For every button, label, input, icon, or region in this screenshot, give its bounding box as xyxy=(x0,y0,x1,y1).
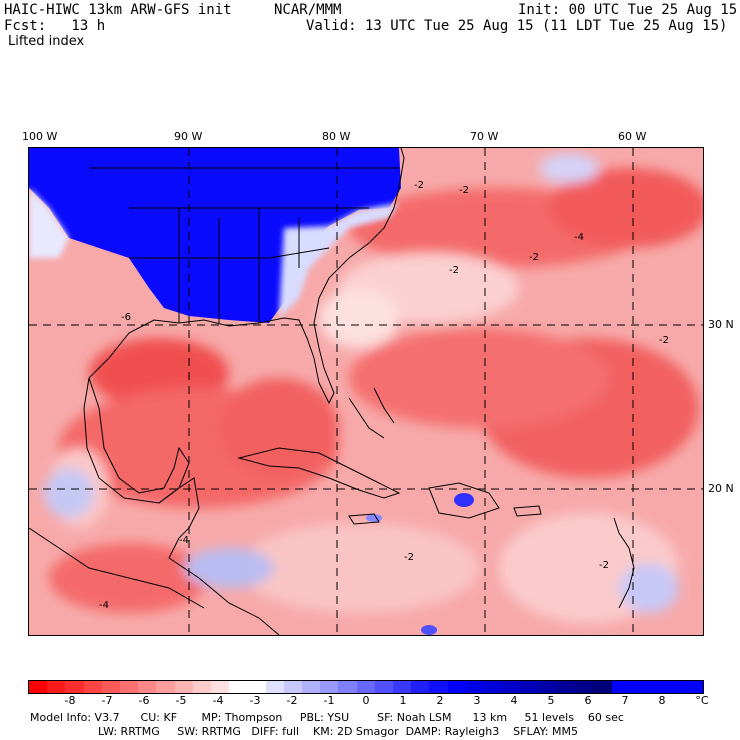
contour-label: -2 xyxy=(414,180,424,191)
colorbar-cell xyxy=(447,681,466,693)
lon-label-80w: 80 W xyxy=(322,130,351,143)
colorbar-label: 1 xyxy=(399,694,407,707)
colorbar-label: 3 xyxy=(473,694,481,707)
colorbar-label: -7 xyxy=(101,694,113,707)
colorbar-cell xyxy=(666,681,685,693)
colorbar-label: -8 xyxy=(64,694,76,707)
colorbar-cell xyxy=(283,681,303,693)
lat-label-20n: 20 N xyxy=(708,482,734,495)
contour-label: -2 xyxy=(529,252,539,263)
contour-label: -6 xyxy=(121,312,131,323)
colorbar-cell xyxy=(211,681,230,693)
colorbar-label: 6 xyxy=(584,694,592,707)
colorbar-cell xyxy=(265,681,284,693)
colorbar-cell xyxy=(556,681,576,693)
colorbar-label: 5 xyxy=(547,694,555,707)
colorbar-label: -6 xyxy=(138,694,150,707)
colorbar-label: -2 xyxy=(286,694,298,707)
colorbar-cell xyxy=(29,681,48,693)
colorbar-label: -4 xyxy=(212,694,224,707)
colorbar-cell xyxy=(138,681,157,693)
colorbar-unit: °C xyxy=(695,694,709,707)
colorbar-label: 4 xyxy=(510,694,518,707)
colorbar-cell xyxy=(156,681,175,693)
contour-label: -2 xyxy=(659,335,669,346)
colorbar-cell xyxy=(247,681,266,693)
colorbar-cell xyxy=(101,681,121,693)
lon-label-90w: 90 W xyxy=(174,130,203,143)
colorbar-cell xyxy=(593,681,612,693)
lon-label-100w: 100 W xyxy=(22,130,58,143)
colorbar-label: -1 xyxy=(323,694,335,707)
colorbar-cell xyxy=(47,681,66,693)
valid-time: Valid: 13 UTC Tue 25 Aug 15 (11 LDT Tue … xyxy=(306,18,728,34)
colorbar-label: -5 xyxy=(175,694,187,707)
model-info-line2: LW: RRTMG SW: RRTMG DIFF: full KM: 2D Sm… xyxy=(98,725,578,738)
contour-label: -2 xyxy=(459,185,469,196)
colorbar-cell xyxy=(484,681,503,693)
colorbar-cell xyxy=(65,681,84,693)
lon-label-70w: 70 W xyxy=(470,130,499,143)
lon-label-60w: 60 W xyxy=(618,130,647,143)
colorbar-cell xyxy=(629,681,648,693)
colorbar-label: -3 xyxy=(249,694,261,707)
contour-label: -2 xyxy=(449,265,459,276)
contour-label: -2 xyxy=(599,560,609,571)
colorbar-cell xyxy=(393,681,412,693)
colorbar-cell xyxy=(356,681,375,693)
colorbar-cell xyxy=(320,681,339,693)
contour-label: -4 xyxy=(179,535,189,546)
contour-label: -4 xyxy=(99,600,109,611)
colorbar-cell xyxy=(192,681,212,693)
lat-label-30n: 30 N xyxy=(708,318,734,331)
colorbar-cell xyxy=(502,681,521,693)
model-info-line1: Model Info: V3.7 CU: KF MP: Thompson PBL… xyxy=(30,711,624,724)
forecast-hour: Fcst: 13 h xyxy=(4,18,106,34)
colorbar-cell xyxy=(611,681,630,693)
colorbar xyxy=(28,680,704,694)
init-time: Init: 00 UTC Tue 25 Aug 15 xyxy=(518,2,738,18)
model-title: HAIC-HIWC 13km ARW-GFS init xyxy=(4,2,232,18)
colorbar-cell xyxy=(302,681,321,693)
colorbar-label: 8 xyxy=(658,694,666,707)
colorbar-cell xyxy=(465,681,485,693)
lifted-index-map: -2 -4 -6 -2 -2 -4 -2 -2 -2 -4 -2 xyxy=(28,147,704,636)
colorbar-cell xyxy=(429,681,448,693)
colorbar-label: 7 xyxy=(621,694,629,707)
field-name: Lifted index xyxy=(8,34,85,49)
colorbar-cell xyxy=(338,681,357,693)
colorbar-cell xyxy=(120,681,139,693)
colorbar-cell xyxy=(520,681,539,693)
contour-label: -4 xyxy=(574,232,584,243)
colorbar-cell xyxy=(684,681,703,693)
contour-label: -2 xyxy=(404,552,414,563)
map-canvas: -2 -4 -6 -2 -2 -4 -2 -2 -2 -4 -2 xyxy=(29,148,703,635)
colorbar-cell xyxy=(575,681,594,693)
colorbar-cell xyxy=(374,681,394,693)
colorbar-cell xyxy=(411,681,430,693)
colorbar-cell xyxy=(174,681,193,693)
colorbar-label: 2 xyxy=(436,694,444,707)
colorbar-cell xyxy=(647,681,667,693)
colorbar-cell xyxy=(83,681,102,693)
org-label: NCAR/MMM xyxy=(274,2,342,18)
colorbar-cell xyxy=(229,681,248,693)
colorbar-label: 0 xyxy=(362,694,370,707)
colorbar-cell xyxy=(538,681,557,693)
